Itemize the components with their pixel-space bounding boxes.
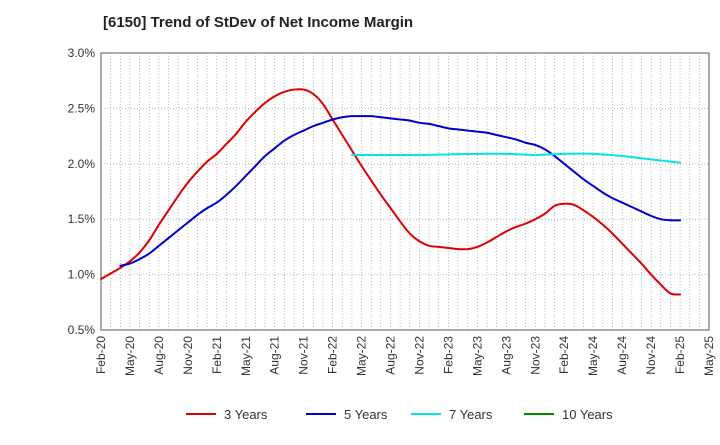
x-tick-label: May-24 bbox=[586, 336, 600, 376]
x-tick-label: Feb-22 bbox=[326, 336, 340, 374]
axes: 0.5% 1.0% 1.5% 2.0% 2.5% 3.0% Feb-20 May-20 Aug-… bbox=[68, 46, 716, 376]
series-lines bbox=[100, 88, 682, 296]
x-tick-label: May-22 bbox=[355, 336, 369, 376]
legend-label-7-years: 7 Years bbox=[449, 407, 493, 422]
series-line-7-years bbox=[350, 152, 682, 164]
x-tick-label: Nov-21 bbox=[297, 336, 311, 375]
x-tick-label: May-21 bbox=[239, 336, 253, 376]
legend: 3 Years 5 Years 7 Years 10 Years bbox=[186, 407, 613, 422]
series-line-5-years bbox=[119, 115, 682, 267]
x-tick-label: Feb-23 bbox=[441, 336, 455, 374]
series-line-3-years bbox=[100, 88, 682, 296]
y-tick-label: 3.0% bbox=[68, 46, 96, 60]
x-tick-label: Nov-20 bbox=[181, 336, 195, 375]
x-tick-label: Feb-24 bbox=[557, 336, 571, 374]
x-tick-label: May-25 bbox=[702, 336, 716, 376]
legend-label-3-years: 3 Years bbox=[224, 407, 268, 422]
x-tick-label: Feb-20 bbox=[94, 336, 108, 374]
grid bbox=[101, 53, 709, 330]
y-tick-label: 1.0% bbox=[68, 268, 96, 282]
x-tick-label: May-23 bbox=[470, 336, 484, 376]
x-tick-label: Nov-22 bbox=[412, 336, 426, 375]
x-tick-label: Nov-23 bbox=[528, 336, 542, 375]
y-tick-label: 0.5% bbox=[68, 323, 96, 337]
x-tick-label: Feb-21 bbox=[210, 336, 224, 374]
x-tick-label: May-20 bbox=[123, 336, 137, 376]
x-tick-label: Aug-22 bbox=[384, 336, 398, 375]
chart-title: [6150] Trend of StDev of Net Income Marg… bbox=[103, 14, 414, 31]
x-tick-label: Nov-24 bbox=[644, 336, 658, 375]
x-tick-label: Feb-25 bbox=[673, 336, 687, 374]
legend-label-5-years: 5 Years bbox=[344, 407, 388, 422]
x-tick-label: Aug-20 bbox=[152, 336, 166, 375]
legend-label-10-years: 10 Years bbox=[562, 407, 613, 422]
plot-frame bbox=[100, 52, 710, 331]
x-tick-label: Aug-23 bbox=[499, 336, 513, 375]
y-tick-label: 2.5% bbox=[68, 101, 96, 115]
x-tick-label: Aug-24 bbox=[615, 336, 629, 375]
x-tick-label: Aug-21 bbox=[268, 336, 282, 375]
y-tick-label: 1.5% bbox=[68, 212, 96, 226]
y-tick-label: 2.0% bbox=[68, 157, 96, 171]
